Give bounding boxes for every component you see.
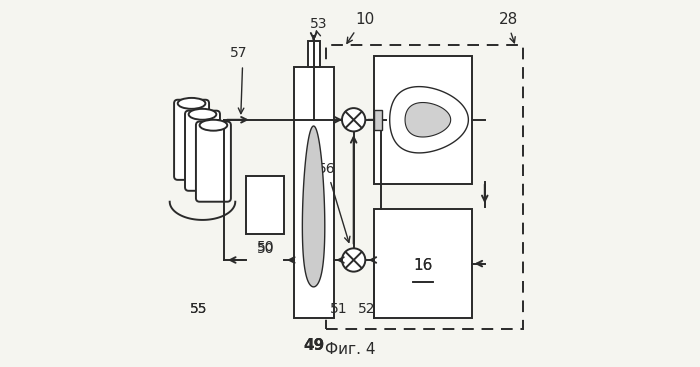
Text: 56: 56 (318, 162, 335, 176)
Bar (307, 41, 320, 67)
Circle shape (342, 248, 365, 272)
Bar (374, 209, 472, 318)
Text: 50: 50 (257, 242, 274, 256)
Text: 10: 10 (355, 12, 374, 27)
Text: 52: 52 (358, 302, 375, 316)
Text: 50: 50 (257, 240, 274, 254)
Text: 16: 16 (413, 258, 433, 273)
Ellipse shape (178, 98, 205, 109)
Polygon shape (302, 126, 325, 287)
Polygon shape (405, 102, 451, 137)
Text: 49: 49 (303, 338, 324, 353)
Text: 57: 57 (230, 46, 248, 60)
Bar (293, 67, 334, 318)
Text: Фиг. 4: Фиг. 4 (325, 342, 375, 356)
FancyBboxPatch shape (196, 121, 231, 202)
FancyBboxPatch shape (185, 111, 220, 191)
Circle shape (342, 108, 365, 131)
Text: 55: 55 (190, 302, 208, 316)
Ellipse shape (188, 109, 216, 120)
Text: 49: 49 (303, 338, 324, 353)
Polygon shape (390, 87, 468, 153)
Ellipse shape (199, 120, 228, 131)
Text: 53: 53 (310, 17, 328, 30)
Text: 28: 28 (499, 12, 518, 27)
Bar (374, 56, 472, 184)
Text: 16: 16 (413, 258, 433, 273)
FancyBboxPatch shape (174, 100, 209, 180)
Text: 51: 51 (330, 302, 347, 316)
Bar (246, 176, 284, 235)
Bar (326, 45, 523, 329)
Text: 55: 55 (190, 302, 208, 316)
Bar (374, 110, 382, 130)
